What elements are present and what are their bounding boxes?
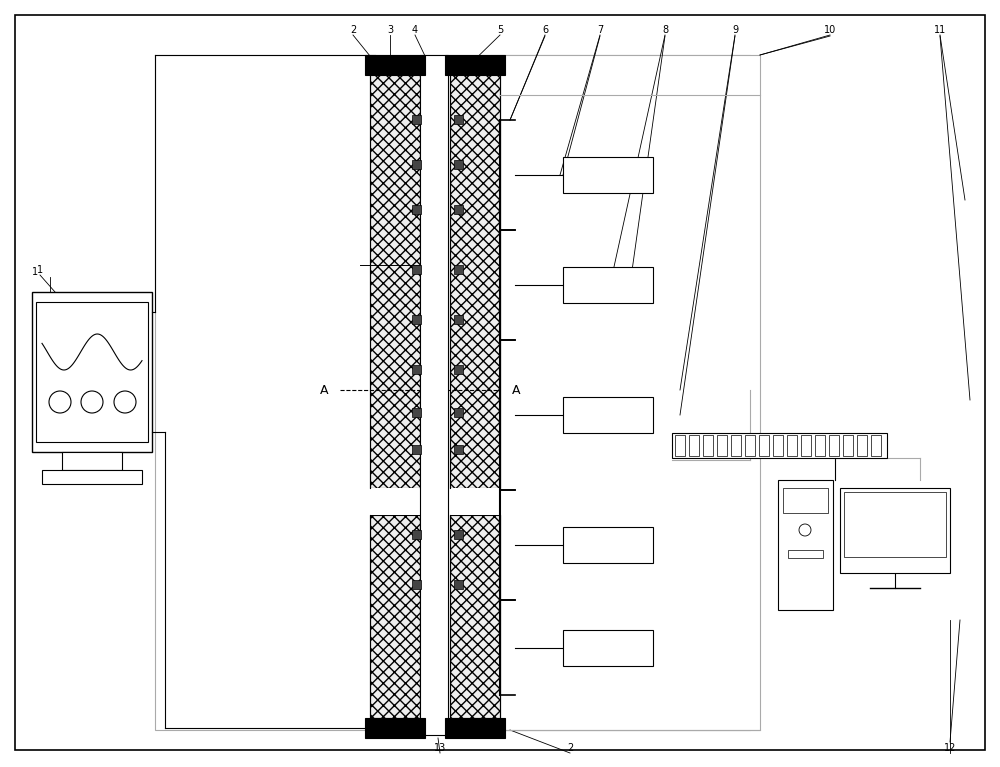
Bar xyxy=(815,435,825,456)
Bar xyxy=(563,397,653,433)
Bar xyxy=(454,160,463,169)
Circle shape xyxy=(81,391,103,413)
Bar xyxy=(675,435,685,456)
Bar xyxy=(829,435,839,456)
Bar xyxy=(365,718,425,738)
Text: 5: 5 xyxy=(497,25,503,35)
Bar xyxy=(370,488,420,515)
Bar xyxy=(454,365,463,374)
Bar xyxy=(412,530,421,539)
Bar xyxy=(155,55,750,730)
Text: 11: 11 xyxy=(934,25,946,35)
Text: 差压变送器: 差压变送器 xyxy=(596,281,620,289)
Bar xyxy=(370,515,420,718)
Circle shape xyxy=(49,391,71,413)
Bar xyxy=(412,315,421,324)
Bar xyxy=(450,515,500,718)
Text: 12: 12 xyxy=(944,743,956,753)
Bar xyxy=(731,435,741,456)
Bar xyxy=(773,435,783,456)
Text: 1: 1 xyxy=(32,267,38,277)
Text: 9: 9 xyxy=(732,25,738,35)
Bar xyxy=(783,488,828,513)
Bar xyxy=(759,435,769,456)
Bar xyxy=(454,205,463,214)
Bar xyxy=(454,530,463,539)
Text: 6: 6 xyxy=(542,25,548,35)
Text: 差压变送器: 差压变送器 xyxy=(596,644,620,653)
Bar xyxy=(365,55,425,75)
Bar xyxy=(563,527,653,563)
Bar xyxy=(454,115,463,124)
Circle shape xyxy=(114,391,136,413)
Text: 差压变送器: 差压变送器 xyxy=(596,170,620,179)
Bar xyxy=(717,435,727,456)
Bar xyxy=(412,205,421,214)
Bar xyxy=(788,550,823,558)
Text: 差压变送器: 差压变送器 xyxy=(596,541,620,549)
Bar xyxy=(412,115,421,124)
Bar xyxy=(857,435,867,456)
Bar xyxy=(412,445,421,454)
Bar xyxy=(420,55,448,735)
Bar xyxy=(454,445,463,454)
Bar xyxy=(689,435,699,456)
Bar xyxy=(62,452,122,470)
Text: 10: 10 xyxy=(824,25,836,35)
Text: 8: 8 xyxy=(662,25,668,35)
Bar xyxy=(370,72,420,488)
Bar xyxy=(703,435,713,456)
Bar xyxy=(36,302,148,442)
Bar xyxy=(454,265,463,274)
Bar xyxy=(672,433,887,458)
Bar xyxy=(454,408,463,417)
Text: A: A xyxy=(320,384,328,397)
Text: 1: 1 xyxy=(37,265,43,275)
Bar xyxy=(450,488,500,515)
Bar xyxy=(801,435,811,456)
Bar xyxy=(787,435,797,456)
Text: A: A xyxy=(512,384,520,397)
Bar xyxy=(445,718,505,738)
Bar xyxy=(840,488,950,573)
Bar xyxy=(412,160,421,169)
Text: 4: 4 xyxy=(412,25,418,35)
Circle shape xyxy=(799,524,811,536)
Bar xyxy=(412,365,421,374)
Bar xyxy=(450,72,500,488)
Bar xyxy=(412,580,421,589)
Bar xyxy=(871,435,881,456)
Text: 7: 7 xyxy=(597,25,603,35)
Bar xyxy=(844,492,946,557)
Text: 3: 3 xyxy=(387,25,393,35)
Bar xyxy=(490,55,760,730)
Text: 2: 2 xyxy=(350,25,356,35)
Bar xyxy=(563,157,653,193)
Bar xyxy=(843,435,853,456)
Bar xyxy=(778,480,833,610)
Text: 2: 2 xyxy=(567,743,573,753)
Bar xyxy=(563,630,653,666)
Bar xyxy=(563,267,653,303)
Bar xyxy=(412,265,421,274)
Bar xyxy=(445,55,505,75)
Bar xyxy=(32,292,152,452)
Bar xyxy=(42,470,142,484)
Bar xyxy=(745,435,755,456)
Bar xyxy=(454,315,463,324)
Text: 13: 13 xyxy=(434,743,446,753)
Bar xyxy=(454,580,463,589)
Text: 差压变送器: 差压变送器 xyxy=(596,410,620,420)
Bar xyxy=(412,408,421,417)
